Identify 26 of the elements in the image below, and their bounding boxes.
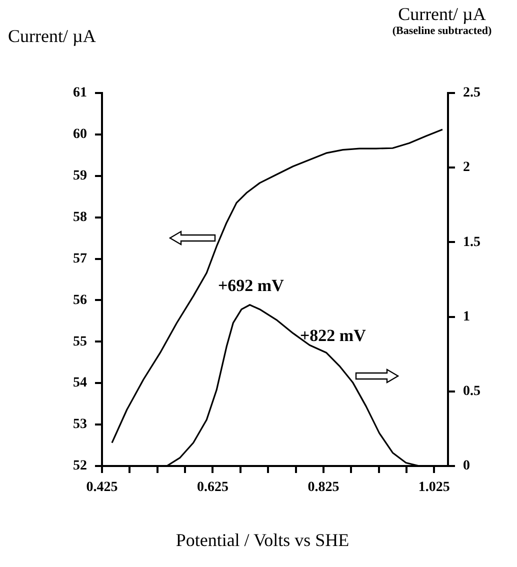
y2-axis-title: Current/ µA (397, 4, 487, 25)
y-tick-label: 54 (73, 376, 87, 391)
y-tick-label: 57 (73, 251, 87, 266)
y-tick-label: 53 (73, 417, 87, 432)
y2-tick-label: 1 (463, 309, 470, 324)
annotation: +692 mV (218, 276, 285, 295)
y-axis-title: Current/ µA (8, 26, 96, 47)
y-tick-label: 55 (73, 334, 87, 350)
y-tick-label: 56 (73, 292, 87, 308)
y-tick-label: 58 (73, 210, 87, 225)
y2-tick-label: 1.5 (463, 234, 480, 250)
annotation: +822 mV (300, 326, 367, 345)
y-tick-label: 61 (73, 86, 87, 101)
y2-tick-label: 0.5 (463, 384, 480, 400)
x-axis-title: Potential / Volts vs SHE (174, 530, 350, 551)
y2-tick-label: 0 (463, 458, 470, 474)
x-tick-label: 0.625 (196, 480, 228, 496)
x-tick-label: 1.025 (418, 480, 450, 496)
y-tick-label: 60 (73, 127, 87, 142)
y-tick-label: 52 (73, 458, 87, 474)
text: (Baseline subtracted) (391, 25, 493, 37)
y2-tick-label: 2 (463, 160, 470, 176)
y-tick-label: 59 (73, 168, 87, 184)
x-tick-label: 0.425 (86, 480, 118, 496)
x-tick-label: 0.825 (308, 480, 340, 496)
y2-tick-label: 2.5 (463, 86, 480, 101)
